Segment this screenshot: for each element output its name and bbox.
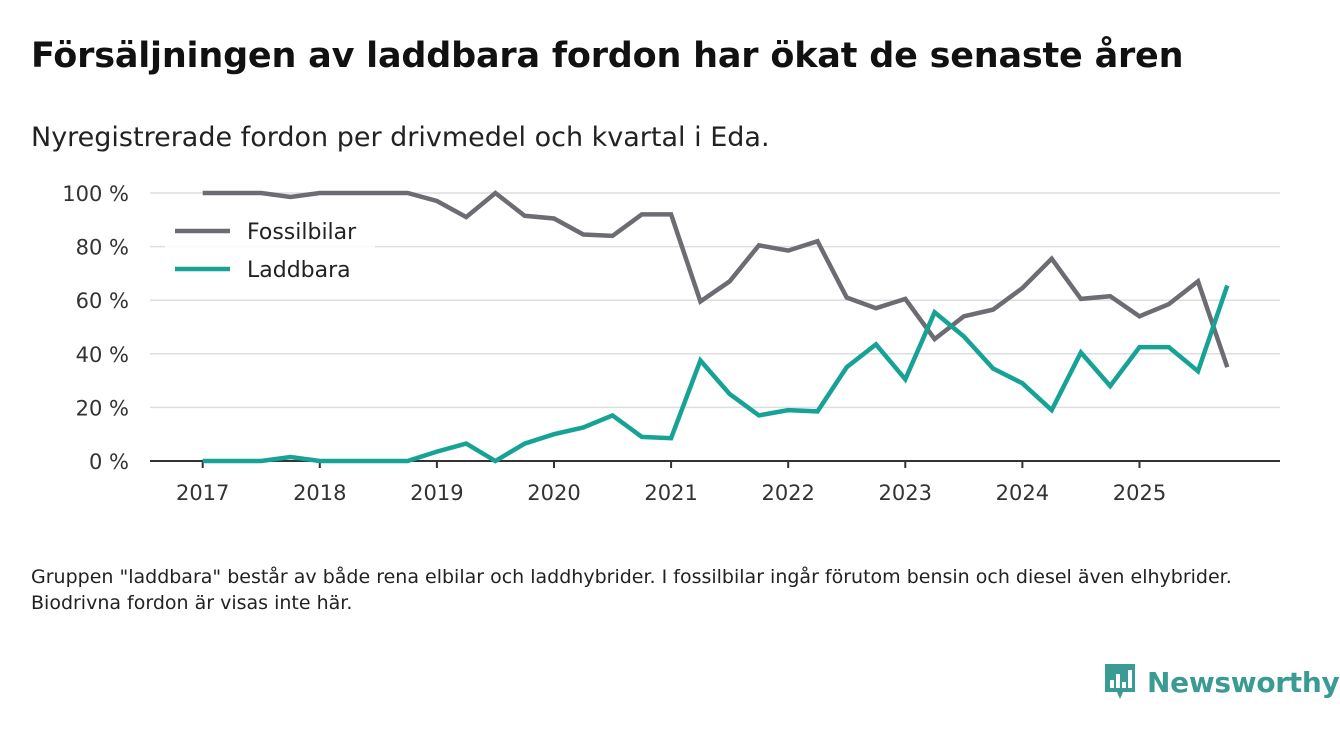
- legend-label-laddbara: Laddbara: [247, 258, 351, 283]
- x-tick-label: 2017: [176, 481, 229, 505]
- y-tick-label: 60 %: [76, 289, 129, 313]
- y-tick-label: 20 %: [76, 396, 129, 420]
- chart-subtitle: Nyregistrerade fordon per drivmedel och …: [31, 122, 770, 153]
- x-tick-label: 2018: [293, 481, 346, 505]
- legend-background: [165, 212, 375, 294]
- series-line-fossilbilar: [202, 190, 1230, 368]
- legend-label-fossilbilar: Fossilbilar: [247, 220, 357, 245]
- x-tick-label: 2021: [644, 481, 697, 505]
- x-tick-label: 2022: [761, 481, 814, 505]
- y-tick-label: 40 %: [76, 343, 129, 367]
- footnote: Gruppen "laddbara" består av både rena e…: [31, 566, 1232, 614]
- newsworthy-logo-icon: [1105, 664, 1135, 699]
- series-line-laddbara: [202, 284, 1230, 464]
- y-tick-label: 80 %: [76, 236, 129, 260]
- x-tick-label: 2025: [1113, 481, 1166, 505]
- x-tick-label: 2019: [410, 481, 463, 505]
- y-tick-label: 100 %: [62, 182, 129, 206]
- y-tick-label: 0 %: [89, 450, 129, 474]
- x-tick-label: 2024: [996, 481, 1049, 505]
- brand-logo[interactable]: Newsworthy: [1103, 662, 1340, 702]
- x-tick-label: 2020: [527, 481, 580, 505]
- x-tick-label: 2023: [879, 481, 932, 505]
- brand-name: Newsworthy: [1147, 665, 1340, 699]
- chart-title: Försäljningen av laddbara fordon har öka…: [31, 36, 1184, 76]
